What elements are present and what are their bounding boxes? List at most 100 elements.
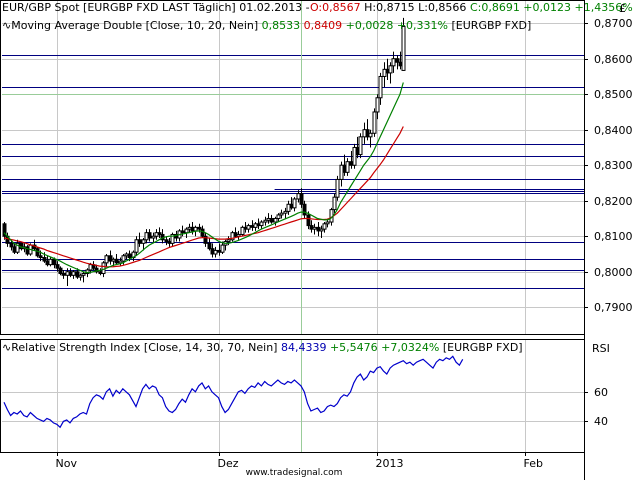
candle-body <box>226 239 231 243</box>
candle-body <box>368 132 373 138</box>
price-legend: EUR/GBP Spot [EURGBP FXD LAST Täglich] 0… <box>2 1 633 15</box>
candle-body <box>121 255 126 262</box>
candle-body <box>197 226 202 230</box>
candle-body <box>200 228 205 237</box>
price-tick-label: 0,8100 <box>594 229 633 243</box>
candle-body <box>332 196 337 211</box>
candle-body <box>71 271 76 276</box>
candle-body <box>312 226 317 230</box>
candle-body <box>259 221 264 227</box>
candle-body <box>164 239 169 243</box>
candle-body <box>114 258 119 264</box>
price-tick-label: 0,8500 <box>594 87 633 101</box>
ma-change-value: +0,0028 +0,331% <box>345 19 449 32</box>
candle-body <box>292 198 297 209</box>
candle-body <box>137 239 142 244</box>
price-tick-label: 0,8200 <box>594 194 633 208</box>
ma-slow-line <box>3 126 404 268</box>
ma-fast-value: 0,8533 <box>261 19 301 32</box>
candle-body <box>55 264 60 269</box>
candle-body <box>42 257 47 262</box>
time-tick-label: Dez <box>217 457 239 470</box>
ma-symbol-text: [EURGBP FXD] <box>448 19 532 32</box>
rsi-icon: ∿ <box>2 341 12 354</box>
ma-title-text: Moving Average Double [Close, 10, 20, Ne… <box>11 19 262 32</box>
candle-body <box>75 271 80 278</box>
candle-body <box>325 221 330 225</box>
source-credit: www.tradesignal.com <box>245 468 343 478</box>
candle-body <box>302 203 307 216</box>
candle-body <box>101 262 106 275</box>
candle-body <box>38 255 43 259</box>
candle-body <box>193 226 198 232</box>
candle-body <box>207 242 212 250</box>
candle-body <box>240 226 245 235</box>
candle-body <box>283 210 288 214</box>
candle-body <box>151 235 156 239</box>
price-tick-label: 0,8400 <box>594 123 633 137</box>
candle-body <box>279 212 284 216</box>
price-title-text: EUR/GBP Spot [EURGBP FXD LAST Täglich] 0… <box>2 1 310 14</box>
ma-legend: ∿Moving Average Double [Close, 10, 20, N… <box>2 19 531 33</box>
candle-body <box>85 269 90 275</box>
candle-body <box>246 225 251 230</box>
candle-body <box>352 146 357 166</box>
candle-body <box>157 232 162 235</box>
candle-body <box>94 267 99 273</box>
candle-body <box>147 232 152 239</box>
candle-body <box>375 97 380 113</box>
time-tick-label: 2013 <box>375 457 404 470</box>
candle-body <box>263 219 268 223</box>
ma-fast-line <box>3 82 404 274</box>
candle-body <box>184 228 189 234</box>
candle-body <box>104 255 109 264</box>
candle-body <box>203 235 208 244</box>
rsi-panel-frame <box>0 339 585 453</box>
price-tick-label: 0,8000 <box>594 265 633 279</box>
price-tick-label: 0,8700 <box>594 16 633 30</box>
candle-body <box>345 161 350 173</box>
time-tick-label: Nov <box>55 457 77 470</box>
rsi-symbol-text: [EURGBP FXD] <box>439 341 523 354</box>
candle-body <box>61 273 66 276</box>
candle-body <box>388 65 393 74</box>
candle-body <box>127 253 132 259</box>
candle-body <box>273 217 278 223</box>
candle-body <box>78 274 83 278</box>
candle-body <box>322 223 327 230</box>
moving-average-lines <box>3 82 404 274</box>
rsi-tick-label: 60 <box>594 385 608 399</box>
candle-body <box>213 249 218 255</box>
candle-body <box>299 193 304 205</box>
candle-body <box>118 260 123 264</box>
candle-body <box>2 223 7 237</box>
candle-body <box>372 111 377 134</box>
close-change-value: C:0,8691 +0,0123 +1,4356% <box>469 1 633 14</box>
open-value: O:0,8567 <box>309 1 361 14</box>
currency-symbol: £ <box>619 2 626 15</box>
ma-icon: ∿ <box>2 19 12 32</box>
candle-body <box>358 136 363 156</box>
price-tick-label: 0,7900 <box>594 300 633 314</box>
candle-body <box>81 273 86 276</box>
price-grid <box>2 0 588 334</box>
candle-body <box>378 75 383 99</box>
candle-body <box>141 239 146 244</box>
candle-body <box>391 58 396 67</box>
candle-body <box>48 258 53 266</box>
price-panel-frame <box>0 0 585 335</box>
candle-body <box>52 258 57 266</box>
candle-body <box>401 25 406 71</box>
candle-body <box>15 242 20 253</box>
ma-slow-value: 0,8409 <box>303 19 343 32</box>
candle-body <box>220 244 225 253</box>
rsi-axis-title: RSI <box>592 342 610 355</box>
rsi-tick-label: 40 <box>594 414 608 428</box>
candle-body <box>335 178 340 198</box>
rsi-line <box>3 355 464 429</box>
high-low-value: H:0,8715 L:0,8566 <box>364 1 467 14</box>
rsi-value: 84,4339 <box>280 341 327 354</box>
candle-body <box>269 217 274 223</box>
panel-frames <box>0 0 585 480</box>
